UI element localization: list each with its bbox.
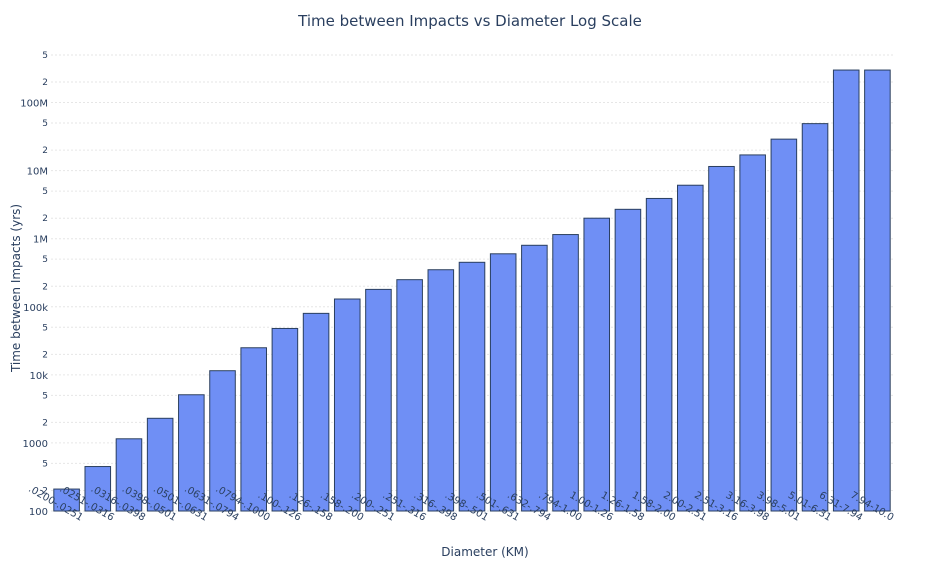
y-tick-label-minor: 2 — [42, 214, 48, 224]
bars — [53, 69, 891, 512]
y-axis-ticks: 2 5 2 5 2 5 2 5 2 5 2 5 2 5 100 1000 10k 100k 1M 10M 100M — [20, 51, 48, 518]
bar — [178, 394, 205, 512]
bar — [333, 298, 361, 512]
y-tick-label-minor: 5 — [42, 187, 48, 197]
y-tick-label-minor: 2 — [42, 350, 48, 360]
bar — [115, 438, 143, 512]
y-tick-label: 100 — [29, 507, 48, 518]
bar — [302, 312, 330, 512]
x-axis-title: Diameter (KM) — [441, 545, 528, 559]
y-tick-label: 1000 — [23, 439, 48, 450]
bar — [458, 261, 486, 512]
bar — [240, 347, 267, 512]
y-axis-title: Time between Impacts (yrs) — [9, 204, 23, 373]
y-tick-label: 1M — [33, 235, 48, 246]
y-tick-label-minor: 2 — [42, 282, 48, 292]
y-tick-label-minor: 5 — [42, 323, 48, 333]
bar — [708, 165, 735, 512]
bar — [677, 184, 704, 512]
bar — [552, 234, 579, 512]
y-tick-label-minor: 5 — [42, 459, 48, 469]
bar — [365, 288, 392, 512]
bar — [864, 69, 891, 512]
bar — [801, 123, 829, 512]
bar — [84, 466, 112, 512]
y-tick-label-minor: 2 — [42, 78, 48, 88]
bar — [521, 244, 548, 512]
y-tick-label: 10k — [29, 371, 48, 382]
y-tick-label: 100k — [23, 303, 48, 314]
y-tick-label: 100M — [20, 99, 48, 110]
y-tick-label-minor: 2 — [42, 146, 48, 156]
bar — [146, 417, 174, 512]
y-tick-label-minor: 5 — [42, 119, 48, 129]
y-tick-label-minor: 2 — [42, 487, 48, 497]
y-tick-label-minor: 2 — [42, 418, 48, 428]
y-tick-label-minor: 5 — [42, 391, 48, 401]
bar — [770, 138, 798, 512]
bar — [614, 208, 642, 512]
bar — [645, 197, 673, 512]
bar — [583, 217, 611, 512]
bar — [427, 269, 455, 512]
bar — [271, 327, 299, 512]
bar — [209, 370, 236, 512]
bar — [396, 279, 423, 512]
chart-title: Time between Impacts vs Diameter Log Sca… — [297, 12, 642, 30]
y-tick-label-minor: 5 — [42, 51, 48, 61]
bar — [739, 154, 766, 512]
bar — [53, 488, 80, 512]
y-tick-label: 10M — [27, 167, 48, 178]
bar — [832, 69, 860, 512]
y-tick-label-minor: 5 — [42, 255, 48, 265]
bar — [489, 253, 517, 512]
